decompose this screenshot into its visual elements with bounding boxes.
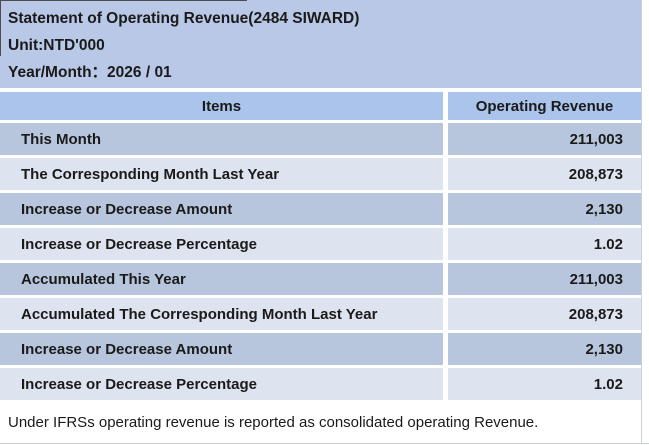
table-row: Increase or Decrease Amount 2,130 (0, 333, 641, 365)
table-row: Increase or Decrease Amount 2,130 (0, 193, 641, 225)
row-item-label: Accumulated The Corresponding Month Last… (0, 298, 443, 330)
row-value: 1.02 (448, 228, 641, 260)
header-items-cell: Items (0, 92, 443, 120)
page-title: Statement of Operating Revenue(2484 SIWA… (8, 10, 360, 27)
row-value: 1.02 (448, 368, 641, 400)
title-block: Statement of Operating Revenue(2484 SIWA… (0, 0, 641, 88)
unit-label: Unit:NTD'000 (8, 37, 105, 54)
table-header-row: Items Operating Revenue (0, 92, 641, 120)
table-row: Accumulated The Corresponding Month Last… (0, 298, 641, 330)
row-item-label: Increase or Decrease Amount (0, 193, 443, 225)
row-value: 2,130 (448, 193, 641, 225)
page-edge-left-dark-line (0, 0, 1, 56)
row-value: 2,130 (448, 333, 641, 365)
row-item-label: Accumulated This Year (0, 263, 443, 295)
table-row: The Corresponding Month Last Year 208,87… (0, 158, 641, 190)
page-edge-bottom-line (0, 443, 649, 444)
row-item-label: Increase or Decrease Percentage (0, 228, 443, 260)
table-row: Accumulated This Year 211,003 (0, 263, 641, 295)
table-row: This Month 211,003 (0, 123, 641, 155)
table-row: Increase or Decrease Percentage 1.02 (0, 228, 641, 260)
page-edge-right-line (641, 0, 642, 443)
row-value: 208,873 (448, 158, 641, 190)
header-operating-revenue-cell: Operating Revenue (448, 92, 641, 120)
row-item-label: The Corresponding Month Last Year (0, 158, 443, 190)
footer-note: Under IFRSs operating revenue is reporte… (0, 403, 641, 445)
table-row: Increase or Decrease Percentage 1.02 (0, 368, 641, 400)
row-value: 211,003 (448, 123, 641, 155)
year-month-label: Year/Month：2026 / 01 (8, 64, 172, 81)
row-value: 208,873 (448, 298, 641, 330)
page-edge-top-dark-line (0, 0, 247, 1)
row-value: 211,003 (448, 263, 641, 295)
row-item-label: Increase or Decrease Percentage (0, 368, 443, 400)
row-item-label: This Month (0, 123, 443, 155)
row-item-label: Increase or Decrease Amount (0, 333, 443, 365)
